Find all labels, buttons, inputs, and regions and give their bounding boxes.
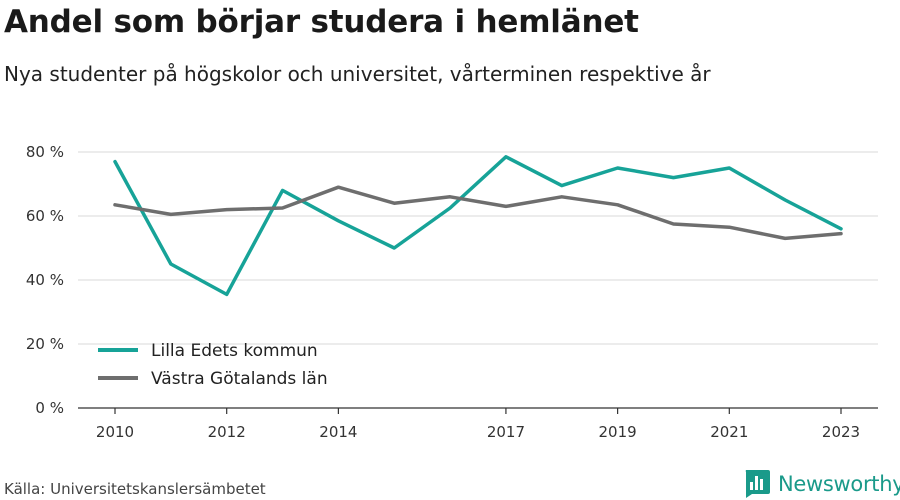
y-tick-label: 80 % (26, 143, 64, 161)
x-tick-label: 2021 (710, 423, 748, 441)
series-line-0 (113, 155, 843, 297)
x-tick-label: 2010 (96, 423, 134, 441)
legend-label-1: Västra Götalands län (151, 369, 328, 389)
series-line-1 (113, 185, 843, 241)
x-tick-label: 2014 (319, 423, 357, 441)
y-tick-label: 0 % (35, 399, 64, 417)
x-tick-label: 2017 (487, 423, 525, 441)
grid-lines (78, 151, 878, 345)
legend: Lilla Edets kommun Västra Götalands län (98, 341, 328, 389)
bar-chart-logo-icon (745, 470, 770, 498)
chart-subtitle: Nya studenter på högskolor och universit… (4, 62, 711, 86)
brand-logo: Newsworthy (744, 470, 900, 498)
y-tick-label: 60 % (26, 207, 64, 225)
y-tick-label: 40 % (26, 271, 64, 289)
legend-label-0: Lilla Edets kommun (151, 341, 318, 361)
x-tick-label: 2012 (208, 423, 246, 441)
brand-name: Newsworthy (778, 472, 900, 496)
x-axis: 2010 2012 2014 2017 2019 2021 2023 (78, 407, 878, 441)
x-tick-label: 2023 (822, 423, 860, 441)
y-tick-label: 20 % (26, 335, 64, 353)
y-axis-tick-labels: 0 % 20 % 40 % 60 % 80 % (26, 143, 64, 417)
chart-title: Andel som börjar studera i hemlänet (4, 4, 639, 40)
source-note: Källa: Universitetskanslersämbetet (4, 480, 266, 498)
line-chart: 0 % 20 % 40 % 60 % 80 % 2010 2012 2014 2017 2019… (26, 143, 878, 441)
series-lines (113, 155, 843, 297)
x-tick-label: 2019 (599, 423, 637, 441)
